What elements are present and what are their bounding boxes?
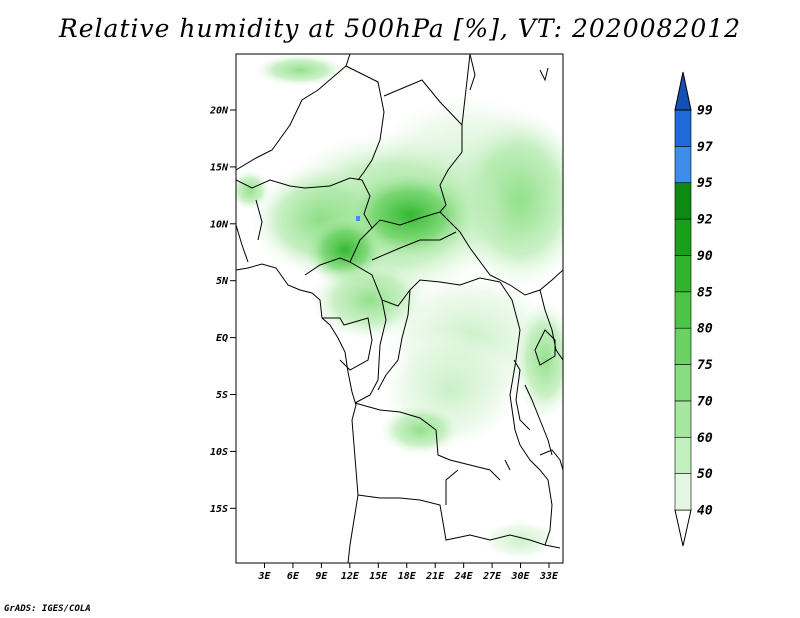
colorbar-label: 60 xyxy=(697,431,713,446)
colorbar-segment xyxy=(674,146,692,184)
colorbar-segment xyxy=(674,473,692,511)
lat-label: 15N xyxy=(210,162,229,173)
colorbar-segment xyxy=(674,255,692,293)
lat-label: 10S xyxy=(210,447,228,458)
lat-label: 5N xyxy=(216,276,229,287)
colorbar-segment xyxy=(674,327,692,365)
colorbar-segment xyxy=(674,182,692,220)
colorbar-segment xyxy=(674,509,692,547)
colorbar-segment xyxy=(674,364,692,402)
map-frame xyxy=(235,53,564,564)
chart-title: Relative humidity at 500hPa [%], VT: 202… xyxy=(58,14,742,43)
lon-label: 33E xyxy=(539,571,559,582)
colorbar-label: 90 xyxy=(697,249,713,264)
grads-credit: GrADS: IGES/COLA xyxy=(4,604,91,614)
lon-label: 21E xyxy=(425,571,445,582)
colorbar-label: 92 xyxy=(697,213,713,228)
colorbar-label: 95 xyxy=(697,176,713,191)
lon-label: 15E xyxy=(369,571,388,582)
lon-label: 12E xyxy=(341,571,360,582)
colorbar-segment xyxy=(674,218,692,256)
longitude-axis: 3E 6E 9E 12E 15E 18E 21E 24E 27E 30E 33E xyxy=(257,563,559,582)
colorbar-label: 50 xyxy=(697,467,713,482)
colorbar-label: 75 xyxy=(697,358,713,373)
lon-label: 18E xyxy=(398,571,417,582)
lat-label: 10N xyxy=(210,219,229,230)
country-borders xyxy=(236,54,563,563)
lon-label: 3E xyxy=(257,571,271,582)
lon-label: 6E xyxy=(287,571,300,582)
lon-label: 30E xyxy=(511,571,531,582)
colorbar-label: 80 xyxy=(697,322,713,337)
lat-label: 5S xyxy=(216,390,228,401)
colorbar: 40 50 60 70 75 80 85 90 92 95 97 99 xyxy=(674,71,713,547)
colorbar-segment xyxy=(674,400,692,438)
lon-label: 9E xyxy=(315,571,328,582)
colorbar-segment xyxy=(674,291,692,329)
colorbar-label: 99 xyxy=(697,104,713,119)
lon-label: 24E xyxy=(454,571,474,582)
humidity-field xyxy=(236,54,563,563)
colorbar-label: 70 xyxy=(697,394,713,409)
lon-label: 27E xyxy=(482,571,502,582)
colorbar-label: 97 xyxy=(697,140,713,155)
lat-label: 20N xyxy=(209,106,229,117)
colorbar-segment xyxy=(674,71,692,111)
colorbar-segment xyxy=(674,109,692,147)
colorbar-segment xyxy=(674,436,692,474)
colorbar-label: 40 xyxy=(697,504,713,519)
latitude-axis: 20N 15N 10N 5N EQ 5S 10S 15S xyxy=(209,106,236,515)
lat-label: 15S xyxy=(210,504,228,515)
colorbar-label: 85 xyxy=(697,285,713,300)
lat-label: EQ xyxy=(216,333,228,344)
